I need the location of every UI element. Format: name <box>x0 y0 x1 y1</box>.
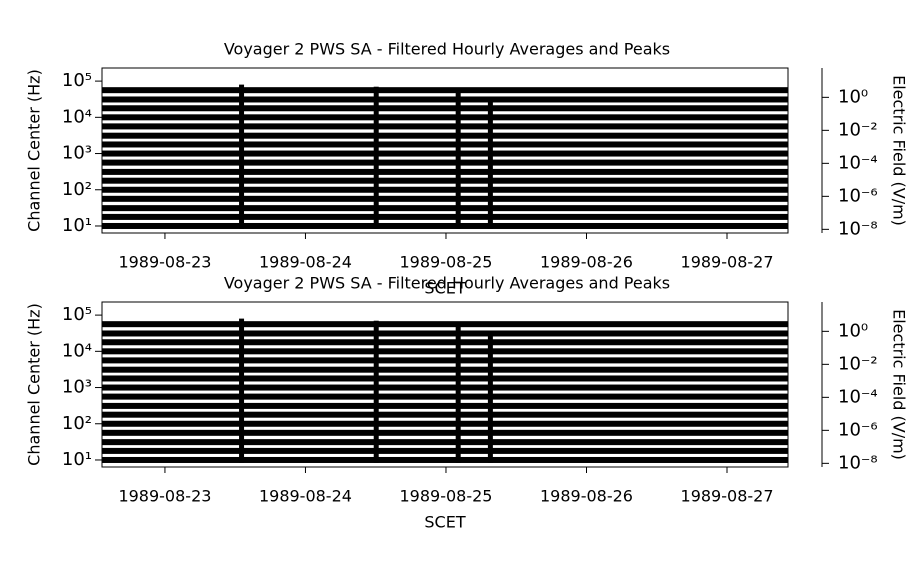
y-tick-label: 10² <box>62 413 92 434</box>
y2-tick-label: 10⁰ <box>838 320 868 341</box>
channel-band <box>102 177 788 184</box>
burst <box>373 320 379 463</box>
y-axis-label: Channel Center (Hz) <box>25 303 44 466</box>
x-tick-label: 1989-08-24 <box>259 487 352 506</box>
channel-band <box>102 87 788 94</box>
channel-band <box>102 321 788 328</box>
channel-band <box>102 114 788 121</box>
x-tick-label: 1989-08-24 <box>259 253 352 272</box>
x-tick-label: 1989-08-27 <box>681 253 774 272</box>
y-tick-label: 10⁴ <box>62 340 92 361</box>
y-tick-label: 10¹ <box>62 215 92 236</box>
channel-band <box>102 384 788 391</box>
y2-axis-label: Electric Field (V/m) <box>890 75 909 226</box>
x-tick-label: 1989-08-26 <box>540 487 633 506</box>
y2-tick-label: 10⁻⁸ <box>838 218 878 239</box>
channel-band <box>102 330 788 337</box>
y2-tick-label: 10⁻⁶ <box>838 419 878 440</box>
y-tick-label: 10⁴ <box>62 106 92 127</box>
chart-title: Voyager 2 PWS SA - Filtered Hourly Avera… <box>224 274 670 293</box>
y-tick-label: 10¹ <box>62 449 92 470</box>
channel-band <box>102 447 788 454</box>
channel-band <box>102 375 788 382</box>
y-tick-label: 10⁵ <box>62 304 92 325</box>
y-tick-label: 10⁵ <box>62 70 92 91</box>
channel-band <box>102 439 788 446</box>
burst <box>239 318 245 463</box>
x-tick-label: 1989-08-25 <box>399 253 492 272</box>
channel-band <box>102 205 788 212</box>
channel-band <box>102 366 788 373</box>
x-tick-label: 1989-08-25 <box>399 487 492 506</box>
y2-tick-label: 10⁻⁸ <box>838 452 878 473</box>
channel-band <box>102 195 788 202</box>
channel-band <box>102 429 788 436</box>
channel-band <box>102 348 788 355</box>
channel-band <box>102 132 788 139</box>
burst <box>455 89 461 229</box>
y-axis-label: Channel Center (Hz) <box>25 69 44 232</box>
channel-band <box>102 357 788 364</box>
burst <box>455 323 461 463</box>
burst <box>487 100 493 229</box>
channel-band <box>102 168 788 175</box>
y-tick-label: 10³ <box>62 377 92 398</box>
plot-frame <box>101 67 789 234</box>
y2-tick-label: 10⁻² <box>838 119 878 140</box>
channel-band <box>102 420 788 427</box>
channel-band <box>102 402 788 409</box>
channel-band <box>102 393 788 400</box>
burst <box>239 84 245 229</box>
x-axis-label: SCET <box>424 279 465 298</box>
y2-tick-label: 10⁻² <box>838 353 878 374</box>
y2-tick-label: 10⁻⁶ <box>838 185 878 206</box>
channel-band <box>102 411 788 418</box>
channel-band <box>102 96 788 103</box>
x-tick-label: 1989-08-27 <box>681 487 774 506</box>
burst <box>487 334 493 463</box>
y2-tick-label: 10⁻⁴ <box>838 152 878 173</box>
x-tick-label: 1989-08-23 <box>118 253 211 272</box>
x-axis-label: SCET <box>424 513 465 532</box>
channel-band <box>102 150 788 157</box>
y2-axis-label: Electric Field (V/m) <box>890 309 909 460</box>
channel-band <box>102 456 788 463</box>
y2-tick-label: 10⁻⁴ <box>838 386 878 407</box>
x-tick-label: 1989-08-26 <box>540 253 633 272</box>
channel-band <box>102 186 788 193</box>
channel-band <box>102 123 788 130</box>
y-tick-label: 10³ <box>62 143 92 164</box>
channel-band <box>102 339 788 346</box>
plot-frame <box>101 301 789 468</box>
channel-band <box>102 213 788 220</box>
channel-band <box>102 105 788 112</box>
chart-title: Voyager 2 PWS SA - Filtered Hourly Avera… <box>224 40 670 59</box>
y2-tick-label: 10⁰ <box>838 86 868 107</box>
y-tick-label: 10² <box>62 179 92 200</box>
burst <box>373 86 379 229</box>
x-tick-label: 1989-08-23 <box>118 487 211 506</box>
channel-band <box>102 141 788 148</box>
channel-band <box>102 159 788 166</box>
channel-band <box>102 222 788 229</box>
